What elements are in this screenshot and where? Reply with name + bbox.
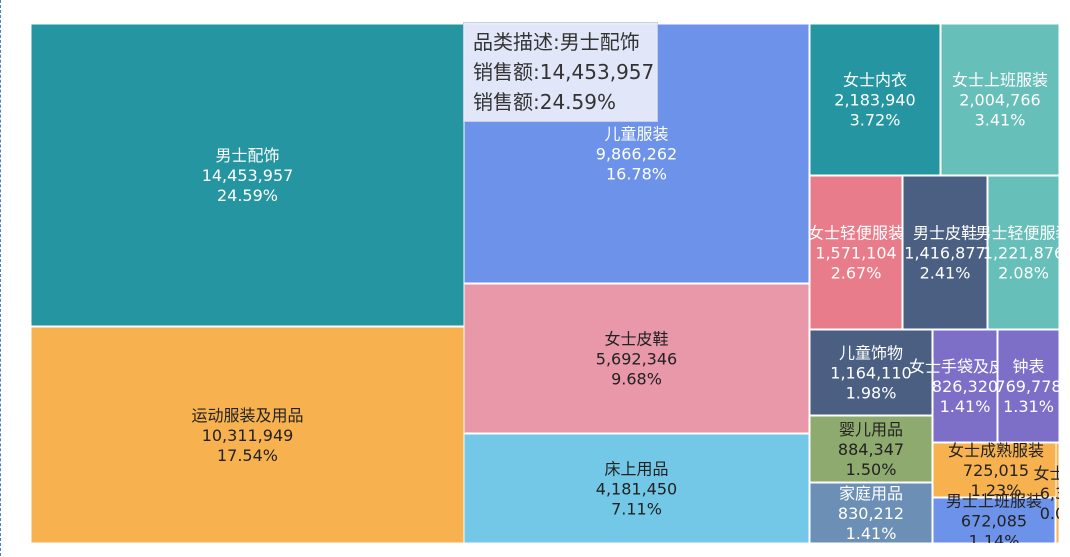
- tooltip-category: 品类描述:男士配饰: [473, 30, 640, 54]
- cell-percent: 9.68%: [611, 370, 662, 389]
- cell-percent: 17.54%: [217, 446, 278, 465]
- cell-value: 884,347: [838, 440, 904, 459]
- tooltip-share: 销售额:24.59%: [473, 90, 616, 114]
- cell-label: 家庭用品: [839, 484, 903, 503]
- cell-label: 女士成熟服装: [948, 441, 1044, 460]
- cell-percent: 2.67%: [831, 264, 882, 283]
- cell-percent: 0.01: [1040, 504, 1070, 523]
- cell-value: 725,015: [963, 461, 1029, 480]
- cell-value: 1,571,104: [815, 244, 896, 263]
- treemap-rect[interactable]: [809, 329, 933, 416]
- cell-label: 女士上班服装: [952, 71, 1048, 90]
- treemap-rect[interactable]: [809, 415, 933, 483]
- cell-value: 1,221,876: [983, 244, 1064, 263]
- treemap-rect[interactable]: [463, 433, 810, 543]
- tooltip: 品类描述:男士配饰 销售额:14,453,957 销售额:24.59%: [463, 22, 658, 122]
- cell-percent: 2.08%: [998, 264, 1049, 283]
- treemap-rect[interactable]: [809, 482, 933, 543]
- cell-label: 运动服装及用品: [191, 406, 303, 425]
- cell-percent: 1.14%: [969, 532, 1020, 551]
- cell-value: 9,866,262: [596, 145, 677, 164]
- cell-percent: 3.72%: [850, 111, 901, 130]
- treemap-rect[interactable]: [463, 283, 810, 434]
- cell-percent: 1.50%: [846, 460, 897, 479]
- cell-value: 10,311,949: [202, 426, 294, 445]
- treemap-rect[interactable]: [31, 24, 465, 327]
- treemap-rect[interactable]: [997, 329, 1059, 443]
- cell-value: 826,320: [932, 377, 998, 396]
- treemap-rect[interactable]: [1055, 442, 1059, 543]
- cell-value: 1,416,877: [904, 244, 985, 263]
- cell-label: 男士上班服装: [946, 492, 1042, 511]
- treemap-rect[interactable]: [932, 442, 1059, 498]
- cell-value: 6,37: [1040, 484, 1070, 503]
- cell-percent: 16.78%: [606, 165, 667, 184]
- cell-label: 儿童服装: [604, 125, 668, 144]
- cell-percent: 24.59%: [217, 186, 278, 205]
- cell-percent: 3.41%: [975, 111, 1026, 130]
- tooltip-sales: 销售额:14,453,957: [473, 60, 655, 84]
- treemap-rect[interactable]: [940, 24, 1059, 176]
- cell-label: 女士饰: [1033, 464, 1070, 483]
- cell-value: 2,183,940: [834, 91, 915, 110]
- cell-label: 男士配饰: [215, 146, 279, 165]
- cell-label: 女士皮鞋: [604, 330, 668, 349]
- cell-label: 女士轻便服装: [808, 224, 904, 243]
- cell-label: 床上用品: [604, 460, 668, 479]
- cell-value: 14,453,957: [202, 166, 294, 185]
- treemap-rect[interactable]: [31, 326, 465, 543]
- treemap-rect[interactable]: [809, 175, 903, 330]
- cell-percent: 1.31%: [1003, 397, 1054, 416]
- cell-percent: 7.11%: [611, 500, 662, 519]
- cell-label: 婴儿用品: [839, 420, 903, 439]
- cell-value: 2,004,766: [959, 91, 1040, 110]
- cell-percent: 1.98%: [846, 384, 897, 403]
- cell-label: 女士内衣: [843, 71, 907, 90]
- cell-value: 769,778: [995, 377, 1061, 396]
- cell-value: 672,085: [961, 512, 1027, 531]
- cell-percent: 2.41%: [920, 264, 971, 283]
- cell-label: 钟表: [1012, 357, 1044, 376]
- cell-value: 1,164,110: [830, 364, 911, 383]
- treemap-cells: 男士配饰14,453,95724.59%运动服装及用品10,311,94917.…: [31, 24, 1070, 551]
- cell-value: 830,212: [838, 504, 904, 523]
- cell-label: 儿童饰物: [839, 344, 903, 363]
- treemap-rect[interactable]: [932, 329, 998, 443]
- cell-label: 男士轻便服装: [975, 224, 1070, 243]
- cell-value: 5,692,346: [596, 350, 677, 369]
- treemap-rect[interactable]: [809, 24, 941, 176]
- cell-label: 男士皮鞋: [913, 224, 977, 243]
- cell-percent: 1.41%: [940, 397, 991, 416]
- treemap-rect[interactable]: [987, 175, 1059, 330]
- cell-value: 4,181,450: [596, 480, 677, 499]
- cell-label: 女士手袋及皮件: [909, 357, 1021, 376]
- treemap-rect[interactable]: [902, 175, 988, 330]
- cell-percent: 1.41%: [846, 524, 897, 543]
- treemap-rect[interactable]: [932, 497, 1056, 543]
- treemap-cell[interactable]: 女士饰6,370.01: [1033, 442, 1070, 543]
- cell-percent: 1.23%: [971, 481, 1022, 500]
